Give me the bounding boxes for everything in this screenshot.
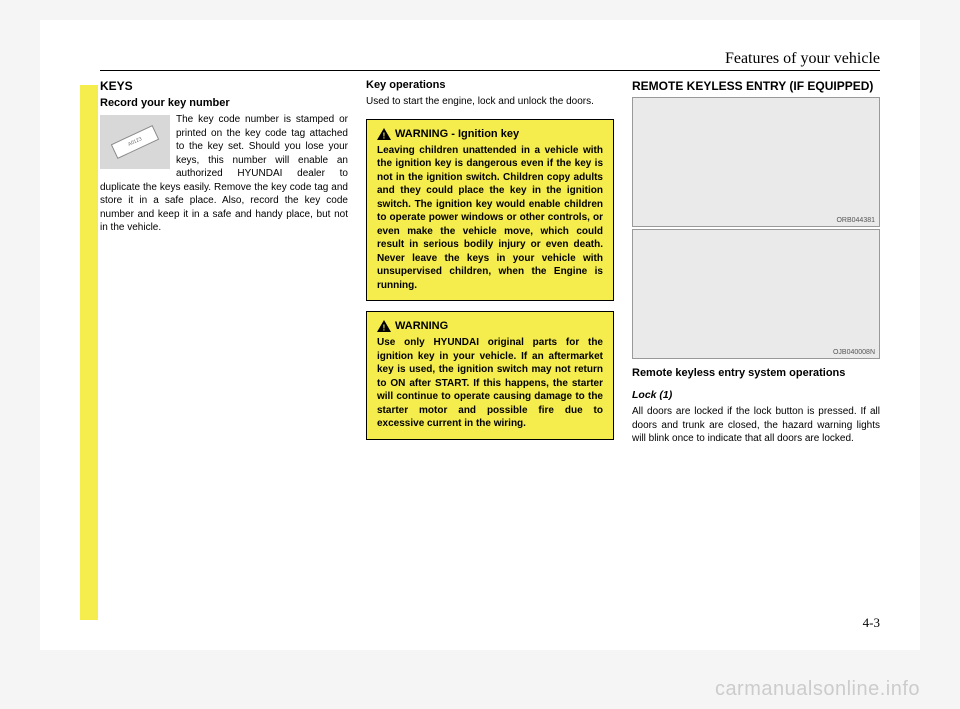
warning-text-1: Leaving children unattended in a vehicle… [377,144,603,293]
section-title-remote: REMOTE KEYLESS ENTRY (IF EQUIPPED) [632,79,880,93]
column-3: REMOTE KEYLESS ENTRY (IF EQUIPPED) ORB04… [632,79,880,609]
warning-header-1: ! WARNING - Ignition key [377,128,603,140]
body-record-key: A0123 The key code number is stamped or … [100,113,348,235]
content-columns: KEYS Record your key number A0123 The ke… [100,79,880,609]
remote-image-1: ORB044381 [632,97,880,227]
remote-image-2: OJB040008N [632,229,880,359]
subheading-record-key: Record your key number [100,97,348,109]
watermark: carmanualsonline.info [715,678,920,701]
image-code-1: ORB044381 [836,217,875,224]
page-number: 4-3 [100,615,880,631]
svg-text:!: ! [383,324,386,333]
warning-box-parts: ! WARNING Use only HYUNDAI original part… [366,311,614,440]
warning-box-ignition: ! WARNING - Ignition key Leaving childre… [366,119,614,302]
warning-title-2: WARNING [395,320,448,332]
column-2: Key operations Used to start the engine,… [366,79,614,609]
sub-lock: Lock (1) [632,389,880,401]
body-key-ops: Used to start the engine, lock and unloc… [366,95,614,109]
header-rule: Features of your vehicle [100,50,880,71]
key-tag-image: A0123 [100,115,170,169]
warning-title-1: WARNING - Ignition key [395,128,519,140]
warning-text-2: Use only HYUNDAI original parts for the … [377,336,603,431]
key-tag-label: A0123 [111,125,159,159]
column-1: KEYS Record your key number A0123 The ke… [100,79,348,609]
body-lock: All doors are locked if the lock button … [632,405,880,446]
section-title-keys: KEYS [100,79,348,93]
image-code-2: OJB040008N [833,349,875,356]
page: Features of your vehicle KEYS Record you… [40,20,920,650]
svg-text:!: ! [383,131,386,140]
chapter-title: Features of your vehicle [100,50,880,68]
subheading-key-ops: Key operations [366,79,614,91]
warning-icon: ! [377,128,391,140]
warning-header-2: ! WARNING [377,320,603,332]
warning-icon: ! [377,320,391,332]
section-tab [80,85,98,620]
subheading-remote-ops: Remote keyless entry system operations [632,367,880,379]
